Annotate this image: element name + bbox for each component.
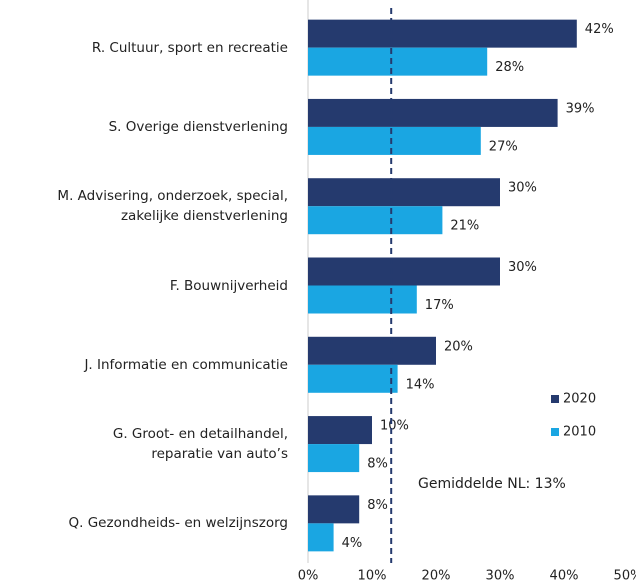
bar — [308, 416, 372, 445]
x-tick-label: 50% — [614, 569, 636, 584]
bar — [308, 336, 436, 365]
value-label: 17% — [425, 298, 454, 313]
bar — [308, 364, 398, 393]
value-label: 42% — [585, 22, 614, 37]
bar — [308, 47, 488, 76]
x-tick-label: 40% — [550, 569, 579, 584]
category-label: F. Bouwnijverheid — [169, 277, 288, 294]
x-tick-label: 0% — [298, 569, 319, 584]
bar — [308, 178, 500, 207]
category-label: J. Informatie en communicatie — [84, 356, 288, 373]
legend-label: 2010 — [563, 425, 596, 440]
category-label: Q. Gezondheids- en welzijnszorg — [68, 515, 288, 532]
value-label: 8% — [367, 457, 388, 472]
value-label: 4% — [342, 536, 363, 551]
value-label: 20% — [444, 339, 473, 354]
value-label: 30% — [508, 181, 537, 196]
bar — [308, 126, 481, 155]
bar — [308, 19, 577, 48]
category-label: S. Overige dienstverlening — [108, 118, 288, 135]
bar — [308, 523, 334, 552]
bar — [308, 98, 558, 127]
value-label: 21% — [450, 219, 479, 234]
average-label: Gemiddelde NL: 13% — [418, 476, 566, 492]
value-label: 39% — [566, 101, 595, 116]
legend-swatch — [551, 428, 559, 436]
category-label: G. Groot- en detailhandel, reparatie van… — [112, 426, 288, 463]
bar — [308, 206, 443, 235]
legend-label: 2020 — [563, 392, 596, 407]
legend-swatch — [551, 395, 559, 403]
x-tick-label: 30% — [486, 569, 515, 584]
bar — [308, 285, 417, 314]
value-label: 28% — [495, 60, 524, 75]
x-tick-label: 20% — [422, 569, 451, 584]
category-label: R. Cultuur, sport en recreatie — [91, 39, 288, 56]
value-label: 30% — [508, 260, 537, 275]
bar — [308, 444, 360, 473]
value-label: 27% — [489, 139, 518, 154]
x-tick-label: 10% — [358, 569, 387, 584]
value-label: 14% — [406, 377, 435, 392]
bar — [308, 495, 360, 524]
value-label: 8% — [367, 498, 388, 513]
bar — [308, 257, 500, 286]
value-label: 10% — [380, 419, 409, 434]
category-label: M. Advisering, onderzoek, special, zakel… — [57, 188, 288, 225]
